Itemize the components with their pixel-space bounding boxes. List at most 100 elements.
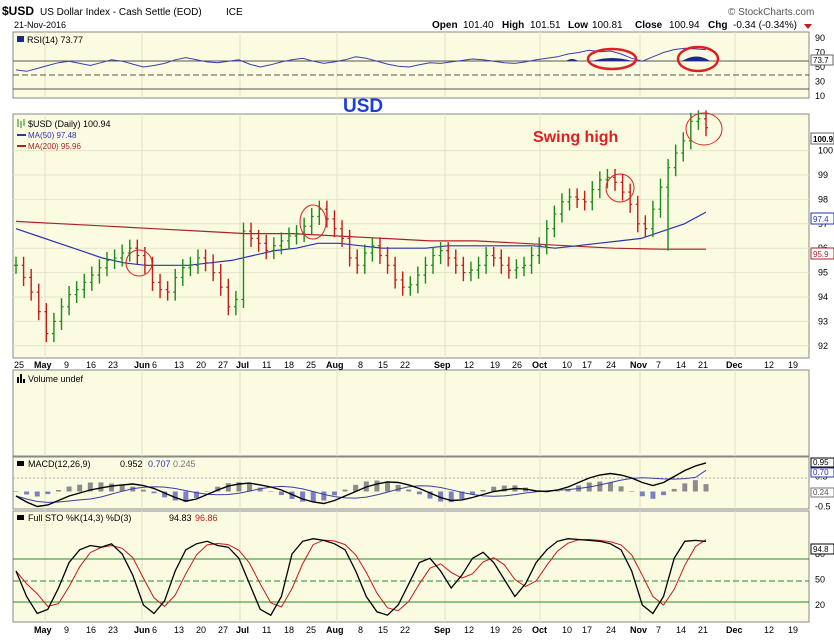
x-axis-top-label: May: [34, 360, 52, 370]
x-axis-bottom-label: 17: [582, 625, 592, 635]
price-bar: [135, 239, 140, 265]
x-axis-bottom-label: Jun: [134, 625, 150, 635]
price-bar: [286, 227, 291, 250]
sto-axis-label: 50: [815, 575, 825, 585]
rsi-legend-icon: [17, 36, 24, 42]
x-axis-bottom: May 9 16 23 Jun 6 13 20 27 Jul 11 18 25 Aug 8 15 22 Sep 12…: [34, 625, 798, 635]
x-axis-top-label: 24: [606, 360, 616, 370]
x-axis-top-label: 11: [262, 360, 271, 370]
usd-annotation: USD: [343, 96, 383, 117]
macd-hist-bar: [639, 491, 645, 497]
price-legend-text: $USD (Daily) 100.94: [28, 119, 111, 129]
price-axis-label: 94: [818, 292, 828, 302]
macd-hist-bar: [374, 480, 380, 492]
x-axis-bottom-label: 6: [152, 625, 157, 635]
x-axis-bottom-label: 13: [174, 625, 184, 635]
price-bar: [377, 237, 382, 265]
price-bar: [332, 210, 337, 238]
rsi-axis-label: 90: [815, 33, 825, 43]
chart-header: $USD US Dollar Index - Cash Settle (EOD)…: [2, 4, 814, 31]
price-bar: [218, 264, 223, 296]
ma50-legend-text: MA(50) 97.48: [28, 131, 77, 140]
ma200-legend-text: MA(200) 95.96: [28, 142, 81, 151]
sto-badge: 94.8: [810, 543, 834, 555]
price-axis-label: 92: [818, 341, 828, 351]
swing-circle-jun: [125, 249, 153, 277]
x-axis-bottom-label: 26: [512, 625, 522, 635]
price-bar: [180, 259, 185, 287]
price-bar: [309, 207, 314, 235]
x-axis-bottom-label: 9: [64, 625, 69, 635]
macd-hist-bar: [427, 491, 433, 499]
close-badge-box: [810, 132, 834, 145]
price-bar: [613, 168, 618, 191]
x-axis-bottom-label: 25: [306, 625, 316, 635]
price-bar: [446, 242, 451, 267]
macd-hist-bar: [119, 485, 125, 492]
price-bars: [14, 110, 708, 343]
macd-hist-bar: [321, 491, 327, 501]
price-legend: $USD (Daily) 100.94 MA(50) 97.48 MA(200)…: [17, 119, 111, 151]
price-bar: [400, 271, 405, 296]
price-axis-label: 93: [818, 316, 828, 326]
price-bar: [544, 220, 549, 255]
sto-d-line: [15, 538, 707, 612]
rsi-line: [15, 47, 707, 72]
rsi-legend-text: RSI(14) 73.77: [27, 35, 83, 45]
chg-value: -0.34 (-0.34%): [733, 20, 797, 31]
swing-circle-jul: [299, 204, 327, 240]
x-axis-top-label: 16: [86, 360, 96, 370]
macd-badge-macd: 0.95: [813, 458, 829, 467]
macd-badge-hist: 0.24: [813, 488, 829, 497]
sto-axis-label: 20: [815, 600, 825, 610]
ma50-badge-text: 97.4: [813, 215, 829, 224]
x-axis-bottom-label: Dec: [726, 625, 743, 635]
macd-hist-bar: [300, 491, 306, 502]
macd-panel: [12, 456, 810, 510]
x-axis-top-label: Dec: [726, 360, 743, 370]
price-bar: [423, 256, 428, 284]
macd-legend-signal: 0.707: [148, 459, 171, 469]
price-bar: [658, 178, 663, 218]
price-bar: [438, 242, 443, 265]
x-axis-top: 25 May 9 16 23 Jun 6 13 20 27 Jul 11 18 25 Aug 8 15 22 Sep…: [14, 360, 798, 370]
sto-axis: 805020: [815, 549, 825, 610]
x-axis-bottom-label: Aug: [326, 625, 344, 635]
x-axis-bottom-label: 21: [698, 625, 708, 635]
x-axis-bottom-label: Nov: [630, 625, 647, 635]
x-axis-top-label: Sep: [434, 360, 451, 370]
x-axis-top-label: 6: [152, 360, 157, 370]
rsi-legend: RSI(14) 73.77: [17, 35, 83, 45]
x-axis-top-label: 15: [378, 360, 388, 370]
macd-hist-bar: [204, 491, 210, 492]
macd-hist-bar: [469, 491, 475, 495]
macd-hist-bar: [629, 491, 635, 492]
price-bar: [590, 181, 595, 211]
macd-hist-bar: [650, 491, 656, 499]
macd-hist-bar: [98, 482, 104, 492]
price-bar: [74, 281, 79, 304]
macd-hist-bar: [385, 481, 391, 492]
price-bar: [256, 229, 261, 252]
macd-hist-bar: [416, 491, 422, 495]
low-value: 100.81: [592, 20, 623, 31]
x-axis-bottom-label: 22: [400, 625, 410, 635]
x-axis-top-label: Jul: [236, 360, 249, 370]
instrument-name: US Dollar Index - Cash Settle (EOD): [40, 7, 202, 18]
price-bar: [567, 188, 572, 211]
ma50-badge-box: [810, 212, 834, 225]
volume-legend-icon: [17, 374, 25, 383]
price-bar: [635, 195, 640, 233]
price-bar: [211, 254, 216, 282]
x-axis-bottom-label: 24: [606, 625, 616, 635]
x-axis-top-label: Oct: [532, 360, 547, 370]
macd-badge-signal: 0.70: [813, 468, 829, 477]
x-axis-top-label: 13: [174, 360, 184, 370]
price-axis-label: 98: [818, 194, 828, 204]
macd-hist-bar: [682, 483, 688, 492]
rsi-highlight-circle-1: [586, 47, 638, 71]
close-label: Close: [635, 20, 663, 31]
macd-hist-bar: [491, 486, 497, 492]
sto-legend: Full STO %K(14,3) %D(3) 94.83 96.86: [17, 513, 218, 523]
macd-hist-bar: [353, 484, 359, 492]
